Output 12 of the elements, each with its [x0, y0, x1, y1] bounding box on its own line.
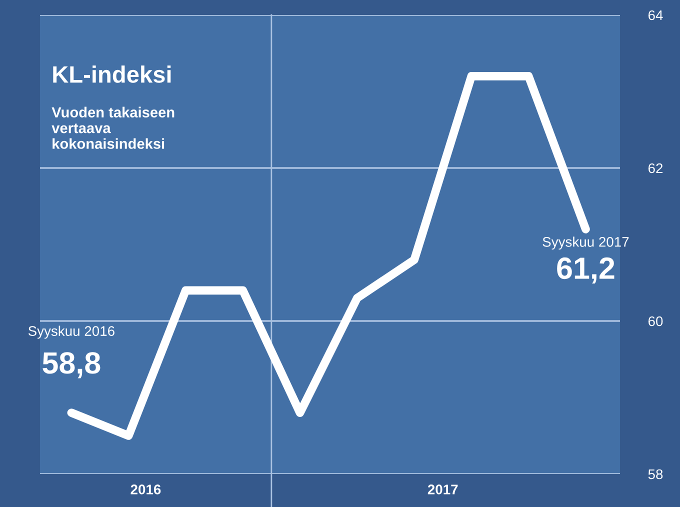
y-tick-label: 60 [648, 316, 663, 326]
data-label: 61,2 [557, 257, 614, 284]
text: KL-indeksi [53, 65, 171, 83]
text: Vuoden takaiseen vertaava kokonaisindeksi [52, 106, 174, 149]
y-tick-label: 58 [648, 469, 663, 480]
text: 2016 [130, 484, 161, 494]
annotation: Syyskuu 2017 [542, 236, 629, 250]
y-tick-label: 64 [648, 10, 663, 20]
text: 2017 [428, 484, 458, 494]
annotation: Syyskuu 2016 [28, 326, 114, 339]
data-label: 58,8 [42, 352, 100, 378]
y-tick-label: 62 [648, 163, 663, 174]
